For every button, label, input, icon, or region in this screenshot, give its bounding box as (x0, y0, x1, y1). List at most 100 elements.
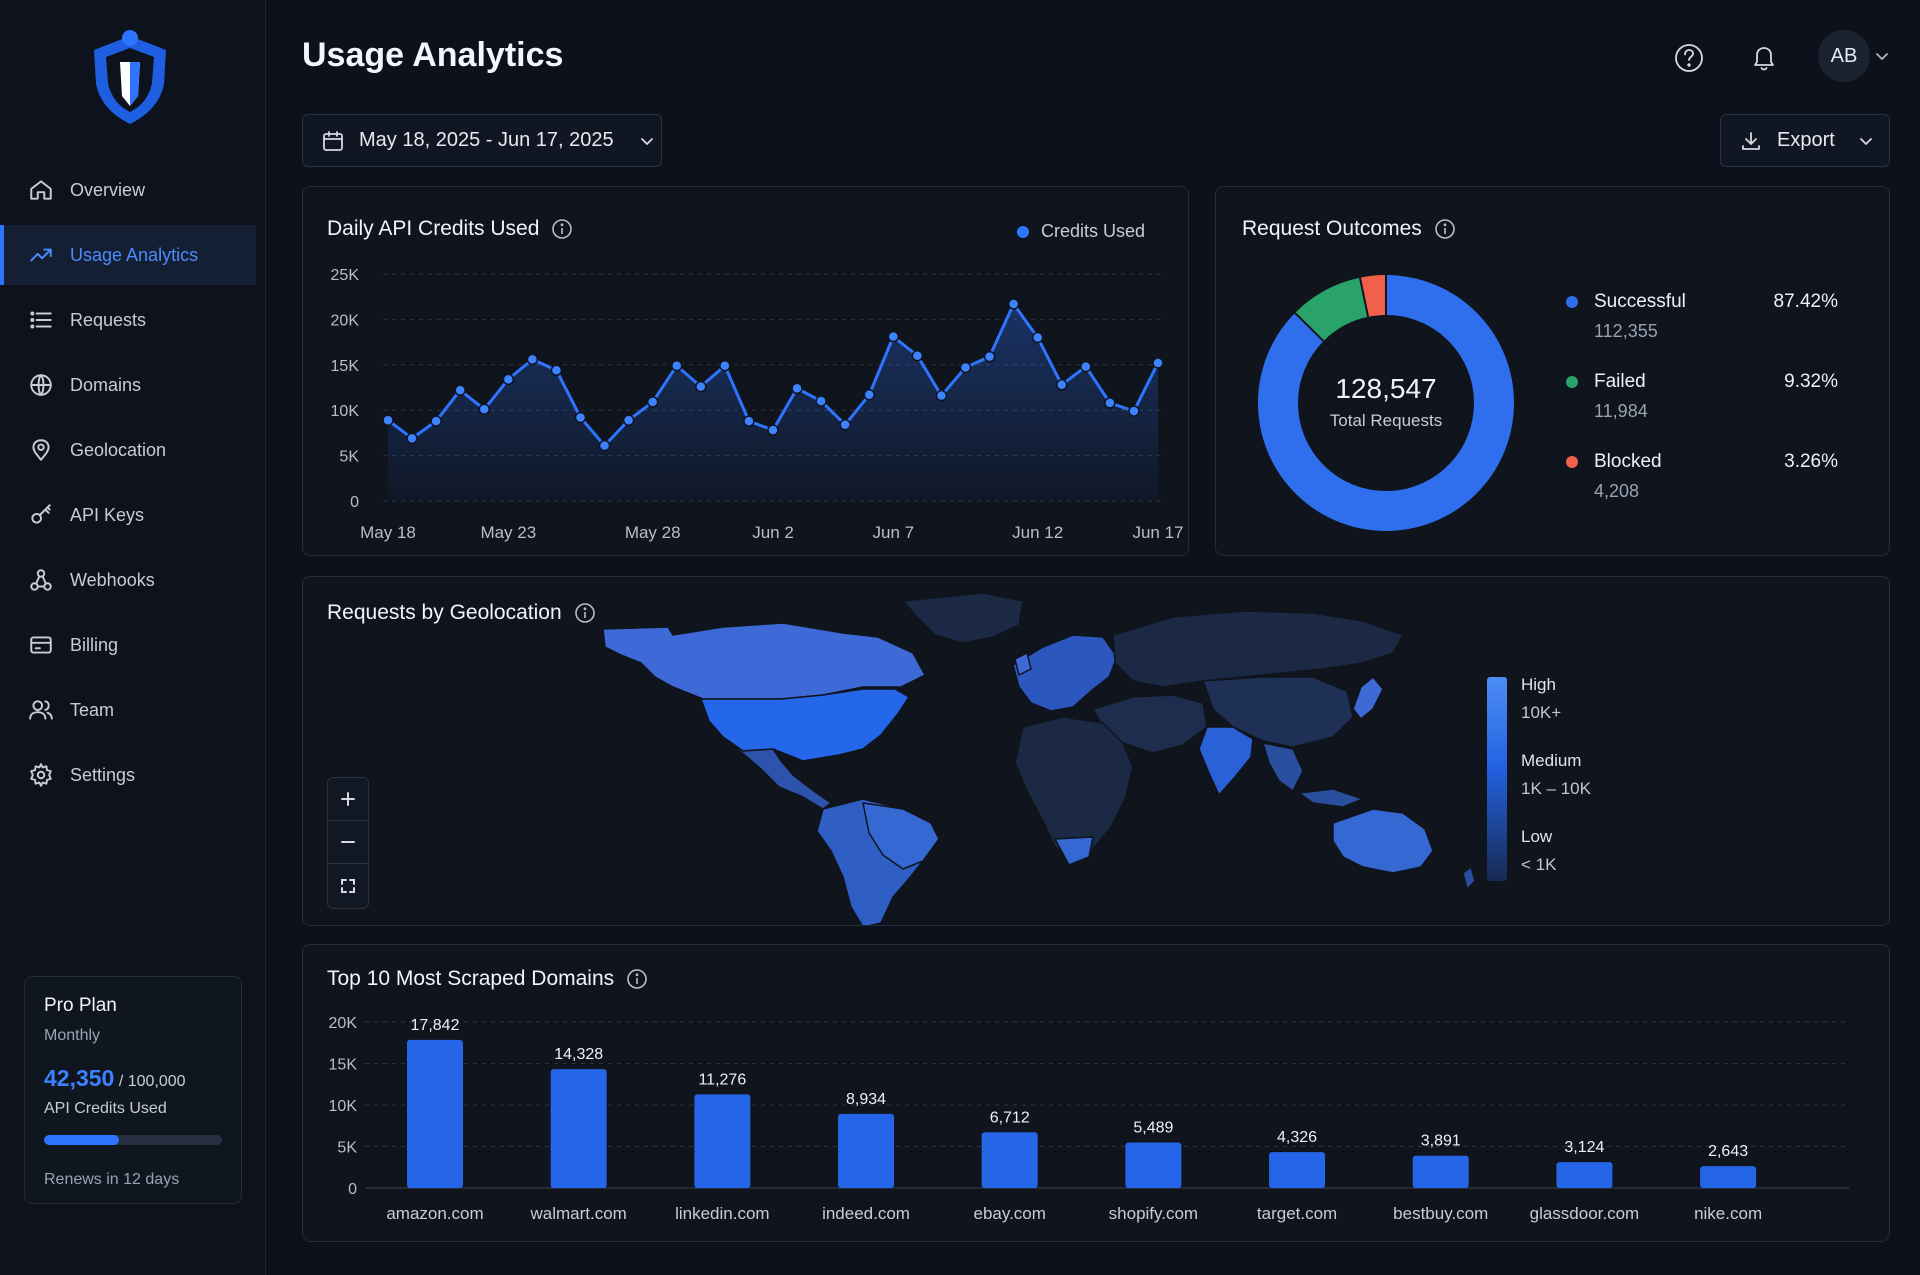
top-domains-title: Top 10 Most Scraped Domains (327, 967, 615, 990)
x-tick-label: Jun 12 (1012, 523, 1063, 542)
bell-icon[interactable] (1746, 40, 1782, 76)
x-category-label: ebay.com (973, 1204, 1045, 1223)
plus-icon (341, 792, 355, 806)
y-tick-label: 5K (339, 449, 359, 466)
data-point (526, 353, 539, 366)
legend-dot (1566, 376, 1578, 388)
x-category-label: linkedin.com (675, 1204, 770, 1223)
sidebar-item-overview[interactable]: Overview (0, 160, 266, 220)
legend-dot (1566, 296, 1578, 308)
y-tick-label: 10K (329, 1098, 358, 1115)
bar (838, 1113, 895, 1188)
users-icon (29, 700, 53, 720)
bar (1412, 1155, 1469, 1188)
request-outcomes-title-row: Request Outcomes (1242, 217, 1456, 241)
bar (1556, 1162, 1613, 1188)
y-tick-label: 20K (329, 1015, 358, 1032)
data-point (935, 389, 948, 402)
y-tick-label: 0 (350, 494, 359, 511)
daily-credits-card: Daily API Credits Used Credits Used 25K 2… (302, 186, 1189, 556)
geo-legend-gradient (1487, 677, 1507, 881)
data-point (1056, 379, 1068, 391)
export-button[interactable]: Export (1720, 114, 1890, 167)
map-region-usa (700, 688, 910, 762)
sidebar-item-webhooks[interactable]: Webhooks (0, 550, 266, 610)
top-domains-card: Top 10 Most Scraped Domains 20K 15K 10K 5K 0… (302, 944, 1890, 1242)
sidebar-item-label: Settings (70, 764, 136, 785)
outcome-percent: 87.42% (1773, 291, 1838, 312)
data-point (887, 330, 900, 343)
data-point (598, 439, 611, 452)
plan-progress-bar (44, 1135, 222, 1145)
data-point (1031, 331, 1044, 344)
data-point (791, 382, 803, 395)
world-map[interactable] (303, 577, 1890, 926)
top-domains-chart: 20K 15K 10K 5K 0 17,842 amazon.com 14,328 walmar… (329, 1015, 1849, 1223)
legend-dot (1566, 456, 1578, 468)
x-tick-label: May 28 (625, 523, 681, 542)
bar (407, 1039, 463, 1188)
y-tick-label: 15K (331, 358, 360, 375)
x-category-label: walmart.com (529, 1204, 626, 1223)
sidebar-item-label: Overview (70, 179, 146, 200)
top-domains-title-row: Top 10 Most Scraped Domains (327, 967, 648, 991)
zoom-in-button[interactable] (328, 778, 368, 821)
pin-icon (32, 439, 50, 461)
user-avatar[interactable]: AB (1818, 30, 1870, 82)
map-region-china (1202, 676, 1354, 748)
map-region-japan (1352, 676, 1384, 720)
page-title: Usage Analytics (302, 36, 564, 74)
y-tick-label: 25K (331, 267, 360, 284)
y-tick-label: 10K (331, 403, 360, 420)
sidebar-item-domains[interactable]: Domains (0, 355, 266, 415)
data-point (983, 350, 996, 363)
chart-legend: Credits Used (1017, 221, 1145, 242)
sidebar-item-label: Billing (70, 634, 119, 655)
sidebar-item-settings[interactable]: Settings (0, 745, 266, 805)
data-point (839, 418, 851, 431)
sidebar-item-requests[interactable]: Requests (0, 290, 266, 350)
date-range-picker[interactable]: May 18, 2025 - Jun 17, 2025 (302, 114, 662, 167)
outcome-label: Failed (1594, 371, 1646, 392)
legend-dot (1017, 225, 1029, 238)
legend-low-label: Low (1521, 827, 1553, 846)
zoom-out-button[interactable] (328, 821, 368, 864)
help-icon[interactable] (1671, 40, 1707, 76)
fullscreen-button[interactable] (328, 864, 368, 907)
plan-used-value: 42,350 (44, 1065, 115, 1091)
expand-icon (341, 878, 355, 893)
data-point (719, 359, 731, 372)
outcome-label: Successful (1594, 291, 1686, 312)
info-icon[interactable] (626, 968, 648, 990)
sidebar-item-geolocation[interactable]: Geolocation (0, 420, 266, 480)
key-icon (31, 504, 51, 524)
chevron-down-icon (1859, 137, 1872, 145)
x-category-label: nike.com (1694, 1204, 1762, 1223)
sidebar-item-usage-analytics[interactable]: Usage Analytics (0, 225, 256, 285)
data-point (622, 414, 635, 426)
globe-icon (30, 374, 52, 396)
plan-progress-fill (44, 1135, 120, 1145)
total-requests-value: 128,547 (1335, 373, 1437, 404)
legend-low-range: < 1K (1521, 855, 1557, 874)
map-region-brazil (862, 802, 940, 870)
daily-credits-title: Daily API Credits Used (327, 217, 540, 240)
data-point (767, 424, 779, 436)
info-icon[interactable] (1434, 218, 1456, 240)
map-region-australia (1332, 808, 1434, 874)
data-point (550, 364, 563, 376)
outcome-count: 4,208 (1594, 481, 1640, 501)
map-region-mexico (722, 736, 832, 810)
info-icon[interactable] (551, 218, 573, 240)
chevron-down-icon[interactable] (1874, 48, 1890, 64)
bar (1269, 1152, 1326, 1188)
bar-value-label: 8,934 (846, 1091, 886, 1108)
sidebar-item-api-keys[interactable]: API Keys (0, 485, 266, 545)
sidebar-item-billing[interactable]: Billing (0, 615, 266, 675)
data-point (574, 411, 587, 424)
sidebar-item-team[interactable]: Team (0, 680, 266, 740)
x-category-label: indeed.com (822, 1204, 910, 1223)
plan-card: Pro Plan Monthly 42,350 / 100,000 API Cr… (24, 976, 242, 1204)
info-icon[interactable] (574, 602, 596, 624)
outcome-row-successful: Successful 87.42% 112,355 (1566, 291, 1838, 342)
